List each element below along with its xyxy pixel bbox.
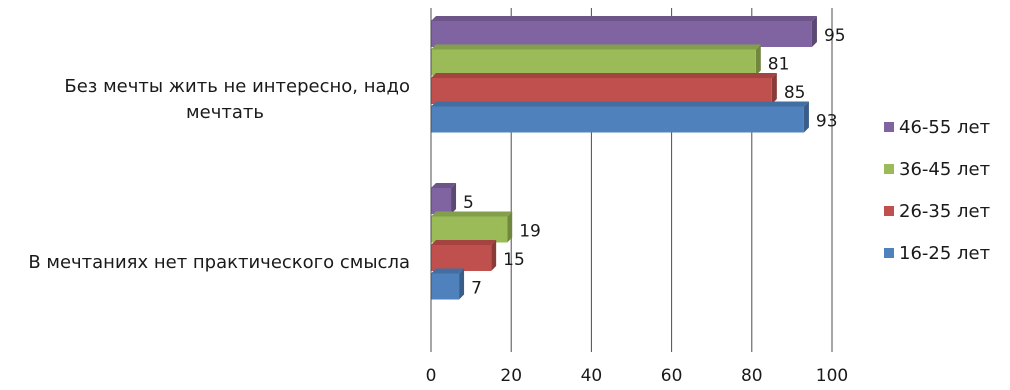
legend-label: 36-45 лет	[899, 159, 990, 180]
bar	[431, 188, 452, 214]
data-label: 7	[471, 279, 482, 299]
legend-swatch	[884, 122, 894, 132]
bar	[431, 49, 756, 76]
x-tick-label: 40	[581, 366, 603, 386]
bar	[431, 245, 492, 271]
bar-side	[459, 268, 465, 300]
axis-layer: 0 20 40 60 80 100	[426, 8, 848, 386]
bar-side	[507, 211, 513, 243]
bar-top	[431, 183, 457, 188]
bar	[431, 21, 812, 47]
legend-label: 16-25 лет	[899, 243, 990, 264]
bars-layer	[431, 16, 817, 300]
data-label: 93	[816, 112, 838, 132]
bar-top	[431, 16, 817, 21]
bar	[431, 78, 772, 104]
legend-label: 46-55 лет	[899, 117, 990, 138]
bar-top	[431, 73, 777, 78]
bar-side	[811, 16, 817, 47]
data-label: 95	[824, 26, 846, 46]
legend-label: 26-35 лет	[899, 201, 990, 222]
data-label: 81	[768, 55, 790, 75]
x-tick-label: 20	[500, 366, 522, 386]
data-label: 15	[503, 250, 525, 270]
bar	[431, 216, 508, 243]
bar-top	[431, 101, 809, 107]
bar-top	[431, 268, 465, 274]
x-tick-label: 60	[661, 366, 683, 386]
x-tick-label: 0	[426, 366, 437, 386]
x-tick-label: 80	[741, 366, 763, 386]
data-label: 5	[463, 193, 474, 213]
category-label: Без мечты жить не интересно, надо	[64, 76, 410, 97]
x-tick-label: 100	[816, 366, 848, 386]
legend-swatch	[884, 164, 894, 174]
bar-side	[755, 44, 761, 76]
bar-side	[451, 183, 457, 214]
bar-side	[491, 240, 497, 271]
bar	[431, 273, 460, 300]
data-label: 85	[784, 83, 806, 103]
bar	[431, 106, 804, 133]
bar-side	[803, 101, 809, 133]
data-label: 19	[519, 222, 541, 242]
bar-side	[771, 73, 777, 104]
legend: 46-55 лет 36-45 лет 26-35 лет 16-25 лет	[884, 117, 990, 264]
category-label: В мечтаниях нет практического смысла	[28, 252, 410, 273]
bar-top	[431, 44, 761, 50]
legend-swatch	[884, 206, 894, 216]
category-label: мечтать	[186, 102, 264, 123]
legend-swatch	[884, 248, 894, 258]
bar-top	[431, 211, 513, 217]
labels-layer: 95 81 85 93 5 19 15 7 Без мечты жить не интересн…	[28, 26, 845, 299]
bar-top	[431, 240, 497, 245]
